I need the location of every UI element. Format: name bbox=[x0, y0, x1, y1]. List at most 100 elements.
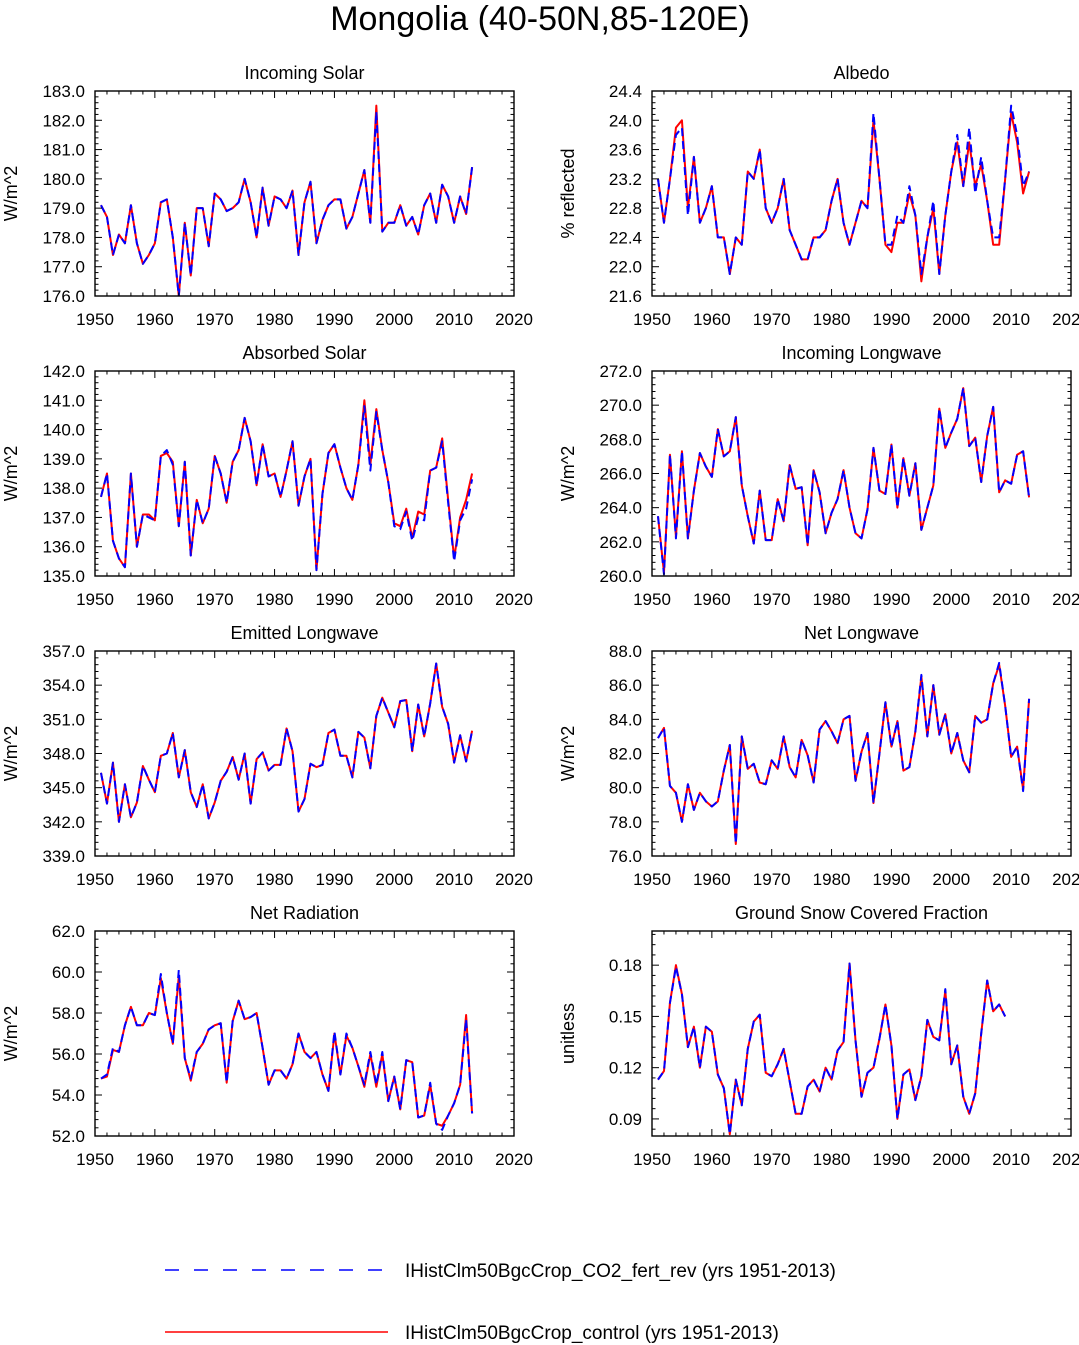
x-tick-label: 2020 bbox=[495, 870, 533, 889]
plot-frame bbox=[651, 930, 1072, 1137]
series-line-co2-fert bbox=[100, 968, 474, 1131]
x-tick-label: 1960 bbox=[693, 870, 731, 889]
x-tick-label: 1960 bbox=[136, 310, 174, 329]
y-tick-label: 135.0 bbox=[42, 567, 85, 586]
x-tick-label: 1990 bbox=[873, 310, 911, 329]
y-tick-label: 86.0 bbox=[609, 676, 642, 695]
series-line-control bbox=[656, 387, 1031, 574]
x-tick-label: 1990 bbox=[316, 310, 354, 329]
y-tick-label: 181.0 bbox=[42, 141, 85, 160]
y-tick-label: 24.0 bbox=[609, 111, 642, 130]
legend: IHistClm50BgcCrop_CO2_fert_rev (yrs 1951… bbox=[165, 1261, 836, 1344]
series-group bbox=[100, 104, 474, 296]
panel-title: Emitted Longwave bbox=[230, 623, 378, 643]
series-line-control bbox=[100, 975, 474, 1127]
series-group bbox=[100, 399, 474, 572]
series-group bbox=[100, 968, 474, 1131]
x-tick-label: 1970 bbox=[753, 870, 791, 889]
series-group bbox=[657, 962, 1007, 1136]
series-line-control bbox=[100, 399, 474, 572]
y-tick-label: 88.0 bbox=[609, 642, 642, 661]
x-tick-label: 1970 bbox=[196, 590, 234, 609]
x-tick-label: 1950 bbox=[633, 590, 671, 609]
x-tick-label: 1970 bbox=[196, 1150, 234, 1169]
panel-title: Ground Snow Covered Fraction bbox=[735, 903, 988, 923]
x-tick-label: 2010 bbox=[992, 1150, 1030, 1169]
y-tick-label: 140.0 bbox=[42, 421, 85, 440]
y-tick-label: 260.0 bbox=[599, 567, 642, 586]
x-tick-label: 2020 bbox=[495, 590, 533, 609]
y-tick-label: 183.0 bbox=[42, 82, 85, 101]
y-tick-label: 78.0 bbox=[609, 813, 642, 832]
x-tick-label: 2010 bbox=[435, 870, 473, 889]
y-tick-label: 176.0 bbox=[42, 287, 85, 306]
y-tick-label: 142.0 bbox=[42, 362, 85, 381]
panel-title: Incoming Solar bbox=[244, 63, 364, 83]
y-tick-label: 23.6 bbox=[609, 141, 642, 160]
y-tick-label: 56.0 bbox=[52, 1045, 85, 1064]
x-tick-label: 2000 bbox=[375, 310, 413, 329]
y-tick-label: 351.0 bbox=[42, 710, 85, 729]
x-tick-label: 1950 bbox=[76, 590, 114, 609]
x-tick-label: 2010 bbox=[992, 310, 1030, 329]
y-tick-label: 0.18 bbox=[609, 956, 642, 975]
x-tick-label: 1960 bbox=[136, 1150, 174, 1169]
y-tick-label: 76.0 bbox=[609, 847, 642, 866]
series-line-control bbox=[657, 962, 1007, 1136]
y-tick-label: 82.0 bbox=[609, 745, 642, 764]
panel-net-longwave: Net Longwave W/m^2 1950 1960 1970 1980 1990 200… bbox=[558, 623, 1079, 889]
panel-net-radiation: Net Radiation W/m^2 1950 1960 1970 1980 1990 20… bbox=[1, 903, 533, 1169]
x-tick-label: 2000 bbox=[932, 1150, 970, 1169]
y-tick-label: 270.0 bbox=[599, 396, 642, 415]
y-tick-label: 84.0 bbox=[609, 710, 642, 729]
x-tick-label: 2000 bbox=[375, 870, 413, 889]
x-tick-label: 2010 bbox=[992, 870, 1030, 889]
y-tick-label: 54.0 bbox=[52, 1086, 85, 1105]
x-tick-label: 2020 bbox=[495, 1150, 533, 1169]
x-tick-label: 1990 bbox=[316, 870, 354, 889]
x-tick-label: 1970 bbox=[196, 310, 234, 329]
y-tick-label: 139.0 bbox=[42, 450, 85, 469]
y-tick-label: 345.0 bbox=[42, 779, 85, 798]
x-tick-label: 2020 bbox=[1052, 870, 1079, 889]
x-tick-label: 2020 bbox=[1052, 590, 1079, 609]
y-tick-label: 60.0 bbox=[52, 963, 85, 982]
x-tick-label: 2020 bbox=[1052, 310, 1079, 329]
y-tick-label: 22.0 bbox=[609, 258, 642, 277]
plot-frame bbox=[94, 370, 515, 577]
plot-frame bbox=[94, 90, 515, 297]
y-tick-label: 58.0 bbox=[52, 1004, 85, 1023]
x-tick-label: 1990 bbox=[873, 590, 911, 609]
y-tick-label: 22.8 bbox=[609, 199, 642, 218]
x-tick-label: 1960 bbox=[136, 870, 174, 889]
x-tick-label: 2010 bbox=[992, 590, 1030, 609]
y-axis-label: W/m^2 bbox=[558, 726, 578, 781]
x-tick-label: 1950 bbox=[633, 870, 671, 889]
plot-frame bbox=[94, 930, 515, 1137]
x-tick-label: 2000 bbox=[932, 870, 970, 889]
series-line-co2-fert bbox=[657, 962, 1007, 1136]
y-tick-label: 23.2 bbox=[609, 170, 642, 189]
x-tick-label: 1950 bbox=[633, 1150, 671, 1169]
x-tick-label: 2020 bbox=[1052, 1150, 1079, 1169]
y-axis-label: unitless bbox=[558, 1003, 578, 1064]
x-tick-label: 1950 bbox=[76, 310, 114, 329]
x-tick-label: 1960 bbox=[693, 310, 731, 329]
x-tick-label: 1980 bbox=[256, 310, 294, 329]
y-tick-label: 137.0 bbox=[42, 508, 85, 527]
y-tick-label: 339.0 bbox=[42, 847, 85, 866]
panel-incoming-solar: Incoming Solar W/m^2 1950 1960 1970 1980 1990 2… bbox=[1, 63, 533, 329]
y-axis-label: W/m^2 bbox=[1, 446, 21, 501]
panel-title: Net Radiation bbox=[250, 903, 359, 923]
y-tick-label: 180.0 bbox=[42, 170, 85, 189]
x-tick-label: 1960 bbox=[693, 590, 731, 609]
y-tick-label: 348.0 bbox=[42, 745, 85, 764]
x-tick-label: 2000 bbox=[932, 590, 970, 609]
y-tick-label: 24.4 bbox=[609, 82, 642, 101]
x-tick-label: 2010 bbox=[435, 590, 473, 609]
series-line-control bbox=[100, 104, 474, 296]
plot-frame bbox=[651, 370, 1072, 577]
x-tick-label: 1980 bbox=[813, 590, 851, 609]
y-tick-label: 21.6 bbox=[609, 287, 642, 306]
series-line-control bbox=[100, 662, 474, 823]
